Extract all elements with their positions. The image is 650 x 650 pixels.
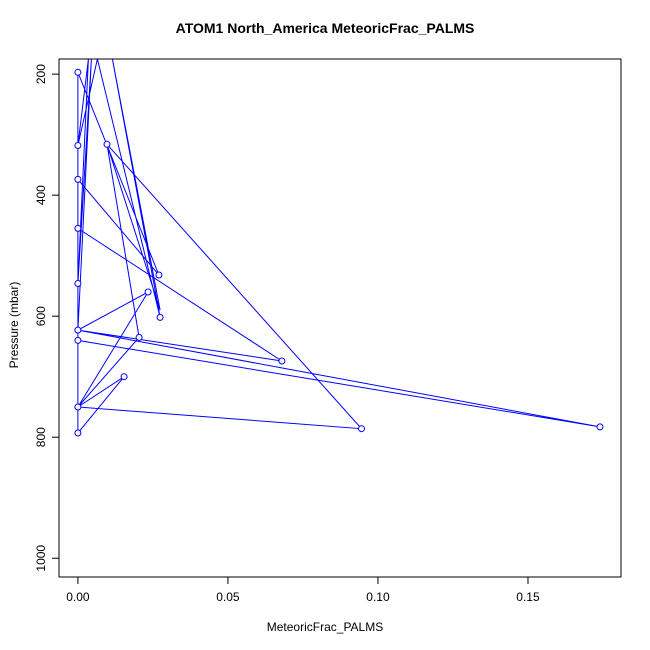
data-point — [74, 429, 82, 437]
x-tick-label: 0.15 — [516, 590, 540, 604]
plot-frame — [58, 58, 622, 578]
data-point — [74, 68, 82, 76]
x-tick-label: 0.10 — [366, 590, 390, 604]
data-point — [596, 423, 604, 431]
y-axis: 200 400 600 800 1000 — [34, 64, 60, 572]
data-point — [135, 333, 143, 341]
x-tick-label: 0.05 — [216, 590, 240, 604]
y-tick-label: 400 — [34, 185, 48, 205]
x-axis-label: MeteoricFrac_PALMS — [266, 620, 384, 634]
data-point — [74, 224, 82, 232]
data-point — [74, 326, 82, 334]
data-point — [278, 357, 286, 365]
data-point — [144, 288, 152, 296]
data-point — [358, 425, 365, 433]
data-point — [74, 175, 82, 183]
data-point — [156, 313, 164, 321]
data-point — [74, 336, 82, 344]
chart-title: ATOM1 North_America MeteoricFrac_PALMS — [175, 20, 475, 36]
y-tick-label: 800 — [34, 427, 48, 447]
data-point — [74, 280, 82, 287]
data-point — [103, 140, 111, 148]
series-line — [76, 59, 601, 435]
x-axis: 0.00 0.05 0.10 0.15 — [66, 576, 540, 604]
y-tick-label: 600 — [34, 306, 48, 326]
data-point — [74, 142, 82, 149]
x-tick-label: 0.00 — [66, 590, 90, 604]
data-point — [120, 373, 128, 381]
y-tick-label: 200 — [34, 64, 48, 84]
data-point — [74, 403, 82, 411]
data-point — [155, 271, 163, 279]
y-tick-label: 1000 — [34, 545, 48, 572]
